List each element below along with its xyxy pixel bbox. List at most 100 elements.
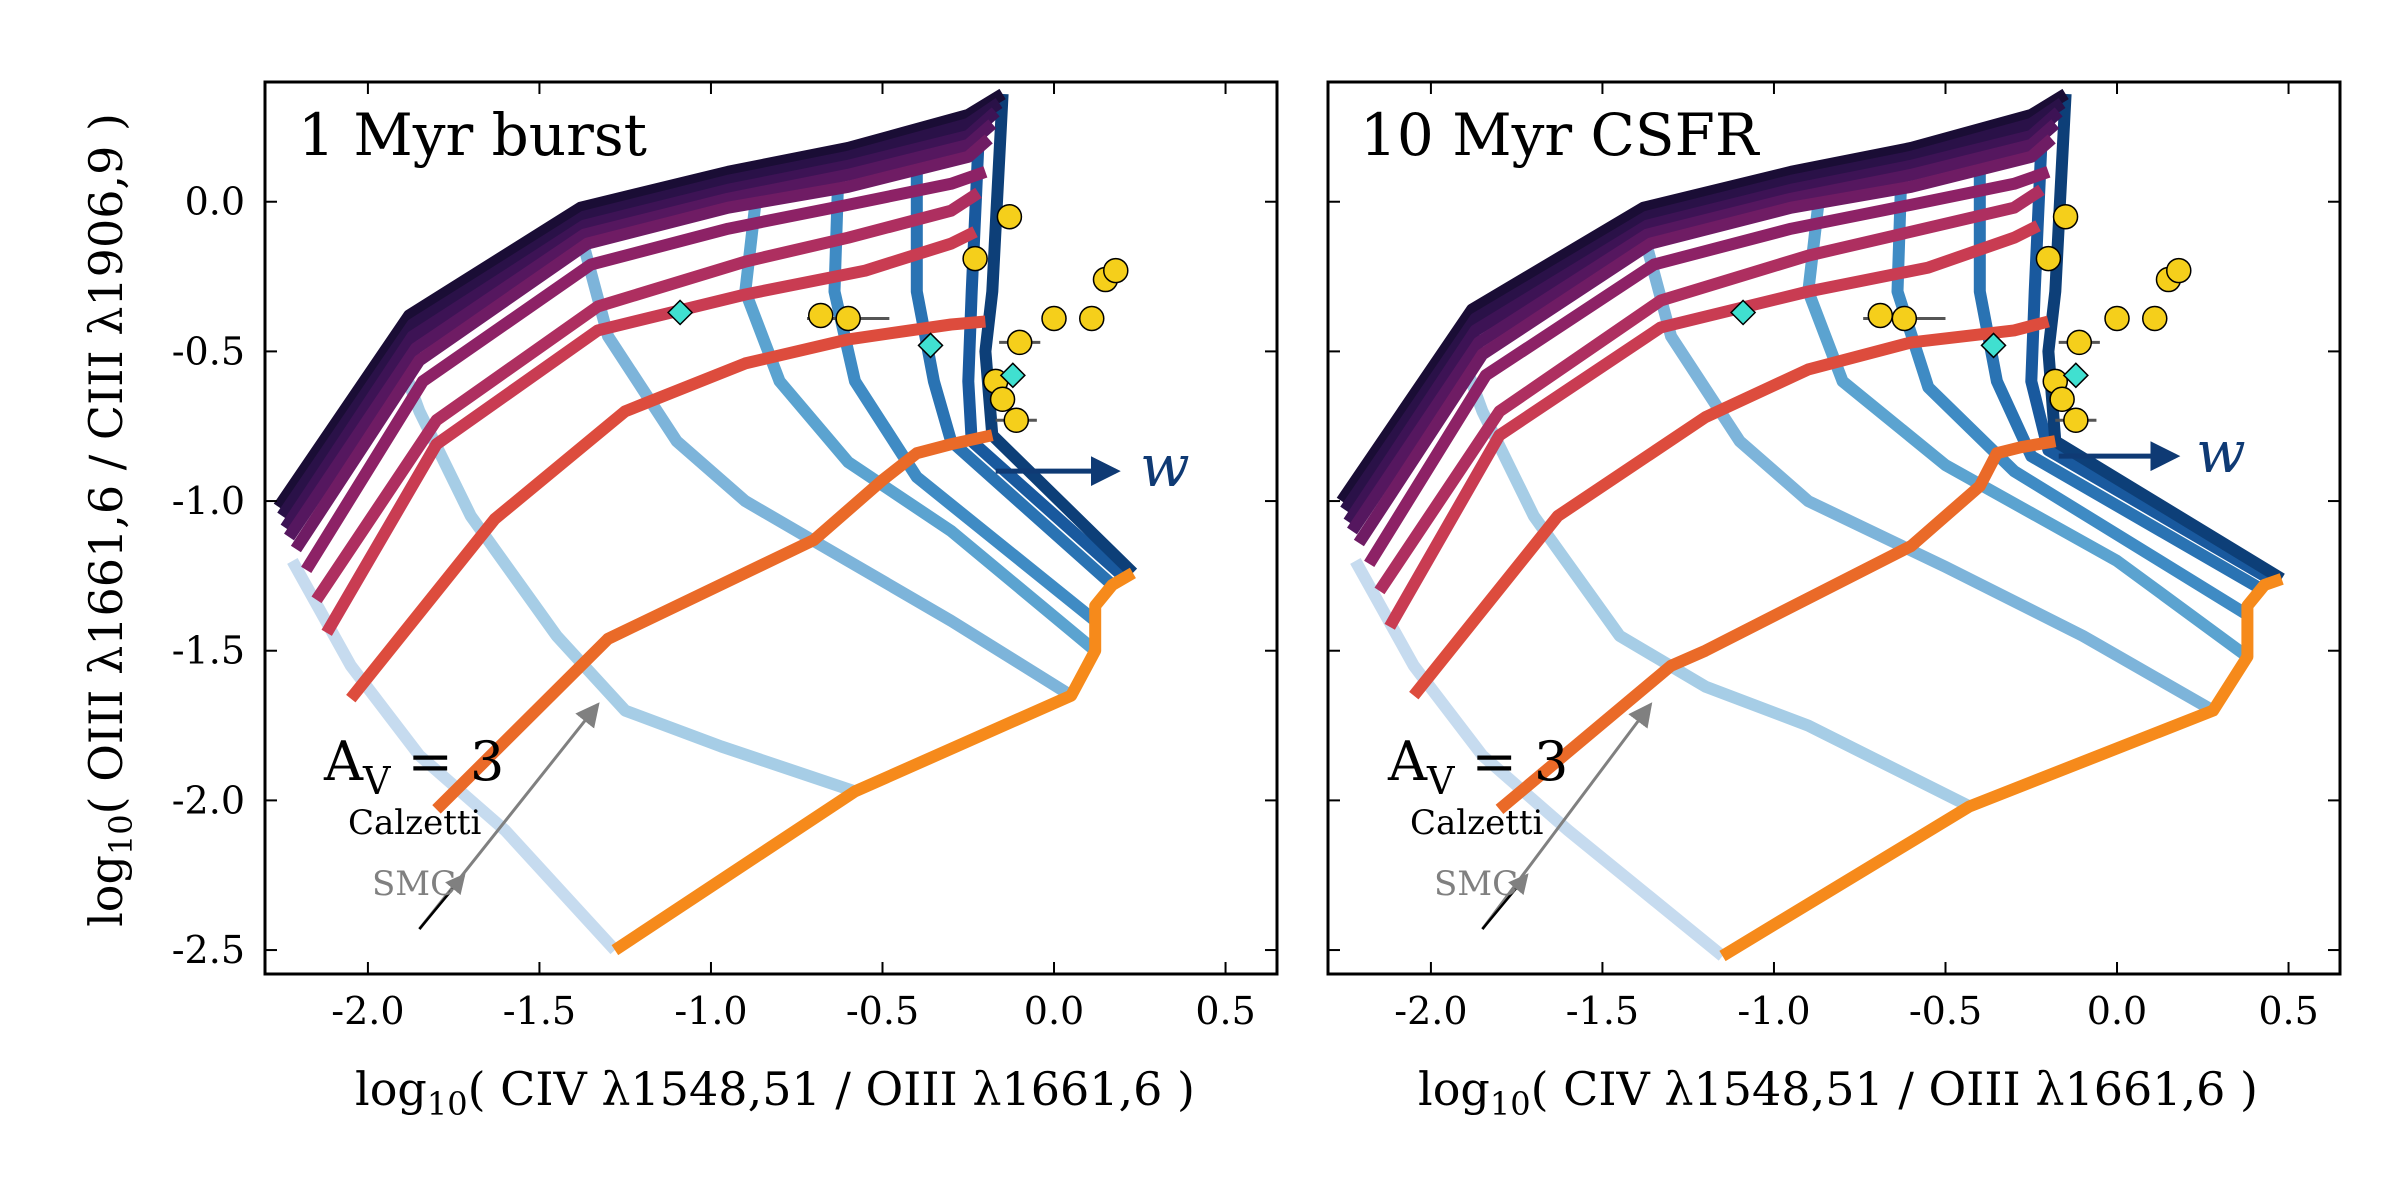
panel-1-title: 1 Myr burst xyxy=(298,101,647,169)
diamond-point xyxy=(1730,299,1757,326)
panel-2-title: 10 Myr CSFR xyxy=(1360,101,1761,169)
panel-1-av-label: AV = 3 xyxy=(323,730,504,803)
smc-vector xyxy=(418,873,466,930)
x-tick-label: 0.0 xyxy=(2087,989,2147,1033)
z-series-line xyxy=(1973,156,2268,597)
observed-point xyxy=(1003,407,1030,433)
diamond-point xyxy=(667,299,694,326)
diamond-point xyxy=(1980,332,2007,359)
panel-2-x-axis-label: log10( CIV λ1548,51 / OIII λ1661,6 ) xyxy=(1418,1062,2258,1123)
x-tick-label: -1.5 xyxy=(1566,989,1639,1033)
y-tick-label: 0.0 xyxy=(185,180,245,224)
z-series-line xyxy=(2025,141,2278,588)
u-series-line xyxy=(277,98,1003,520)
panel-2-av-label: AV = 3 xyxy=(1387,730,1568,803)
z-series-line xyxy=(979,93,1138,578)
observed-point xyxy=(835,305,861,332)
x-tick-label: 0.5 xyxy=(1195,989,1255,1033)
panel-1-x-label-rest: ( CIV λ1548,51 / OIII λ1661,6 ) xyxy=(468,1062,1195,1116)
panel-1-av-rest: = 3 xyxy=(390,730,504,793)
diamond-point xyxy=(917,332,944,359)
x-tick-label: -1.0 xyxy=(1737,989,1810,1033)
observed-point xyxy=(2052,203,2079,230)
panel-10-myr-csfr: -2.0 -1.5 -1.0 -0.5 0.0 0.5 10 Myr CSFR AV = … xyxy=(1326,80,2342,1123)
observed-point xyxy=(2166,257,2192,284)
panel-2-plot-area: -2.0 -1.5 -1.0 -0.5 0.0 0.5 xyxy=(1326,80,2342,1033)
u-series-line xyxy=(432,429,994,814)
observed-point xyxy=(807,302,834,329)
y-axis-label-log: log xyxy=(79,855,133,927)
y-tick-label: -1.0 xyxy=(172,479,245,523)
u-series-line xyxy=(301,166,988,574)
z-series-line xyxy=(1641,245,2217,716)
plot-frame xyxy=(1326,80,2342,976)
observed-point xyxy=(1103,257,1129,284)
panel-2-av-sub: V xyxy=(1426,759,1455,803)
y-tick-label: -1.5 xyxy=(172,629,245,673)
u-series-line xyxy=(321,226,978,636)
diamond-point xyxy=(2062,362,2089,389)
panel-2-w-label: w xyxy=(2196,418,2246,486)
y-tick-label: -2.5 xyxy=(172,928,245,972)
z-series-line xyxy=(386,334,857,798)
observed-point xyxy=(1079,305,1105,332)
x-tick-label: -1.5 xyxy=(503,989,576,1033)
u-series-line xyxy=(611,567,1136,956)
observed-point xyxy=(1041,305,1067,332)
observed-point xyxy=(2142,305,2168,332)
observed-point xyxy=(2049,386,2075,413)
panel-1-myr-burst: -2.0 -1.5 -1.0 -0.5 0.0 0.5 -2.5 -2.0 -1.5 -1.0 -0… xyxy=(172,80,1279,1123)
panel-2-av-main: A xyxy=(1387,730,1428,793)
observed-point xyxy=(2066,329,2093,356)
panel-1-x-label-log: log xyxy=(355,1062,427,1116)
u-series-line xyxy=(1340,98,2066,514)
observed-point xyxy=(989,386,1016,413)
observed-point xyxy=(2035,245,2062,272)
panel-1-smc-label: SMC xyxy=(372,864,456,904)
plot-frame xyxy=(263,80,1279,976)
y-axis-label: log10( OIII λ1661,6 / CIII λ1906,9 ) xyxy=(79,113,140,927)
smc-vector xyxy=(1481,873,1529,930)
panel-2-x-label-rest: ( CIV λ1548,51 / OIII λ1661,6 ) xyxy=(1531,1062,2258,1116)
observed-point xyxy=(1867,302,1894,329)
y-axis-label-rest: ( OIII λ1661,6 / CIII λ1906,9 ) xyxy=(79,113,133,814)
u-series-line xyxy=(1409,315,2050,700)
diamond-point xyxy=(999,362,1026,389)
z-series-line xyxy=(578,245,1075,701)
panel-2-av-rest: = 3 xyxy=(1454,730,1568,793)
u-series-line xyxy=(290,134,993,553)
z-series-line xyxy=(910,156,1117,590)
panel-1-av-main: A xyxy=(323,730,364,793)
grid-lines xyxy=(1336,88,2285,962)
x-tick-label: -2.0 xyxy=(1394,989,1467,1033)
y-tick-label: -0.5 xyxy=(172,329,245,373)
u-series-line xyxy=(1353,134,2056,547)
u-series-line xyxy=(346,315,986,703)
u-series-line xyxy=(1374,184,2045,595)
x-tick-label: -2.0 xyxy=(331,989,404,1033)
observed-point xyxy=(2104,305,2130,332)
z-series-line xyxy=(1802,201,2251,662)
u-series-line xyxy=(1364,166,2051,568)
panel-1-x-label-sub: 10 xyxy=(427,1085,468,1123)
observed-point xyxy=(996,203,1023,230)
z-series-line xyxy=(739,201,1100,656)
z-series-line xyxy=(962,141,1127,581)
y-axis-label-sub: 10 xyxy=(102,814,140,855)
panel-1-calzetti-label: Calzetti xyxy=(348,803,482,843)
x-tick-label: -0.5 xyxy=(846,989,919,1033)
u-series-line xyxy=(311,187,982,604)
u-series-line xyxy=(1719,573,2284,962)
observed-point xyxy=(1006,329,1033,356)
u-series-line xyxy=(280,107,1000,532)
u-series-line xyxy=(1495,435,2057,815)
grid-lines xyxy=(273,88,1138,956)
panel-2-smc-label: SMC xyxy=(1434,864,1518,904)
panel-2-x-label-sub: 10 xyxy=(1490,1085,1531,1123)
u-series-line xyxy=(1336,88,2069,505)
y-tick-label: -2.0 xyxy=(172,778,245,822)
x-tick-label: -0.5 xyxy=(1909,989,1982,1033)
u-series-line xyxy=(273,88,1006,511)
u-series-line xyxy=(1343,107,2063,526)
